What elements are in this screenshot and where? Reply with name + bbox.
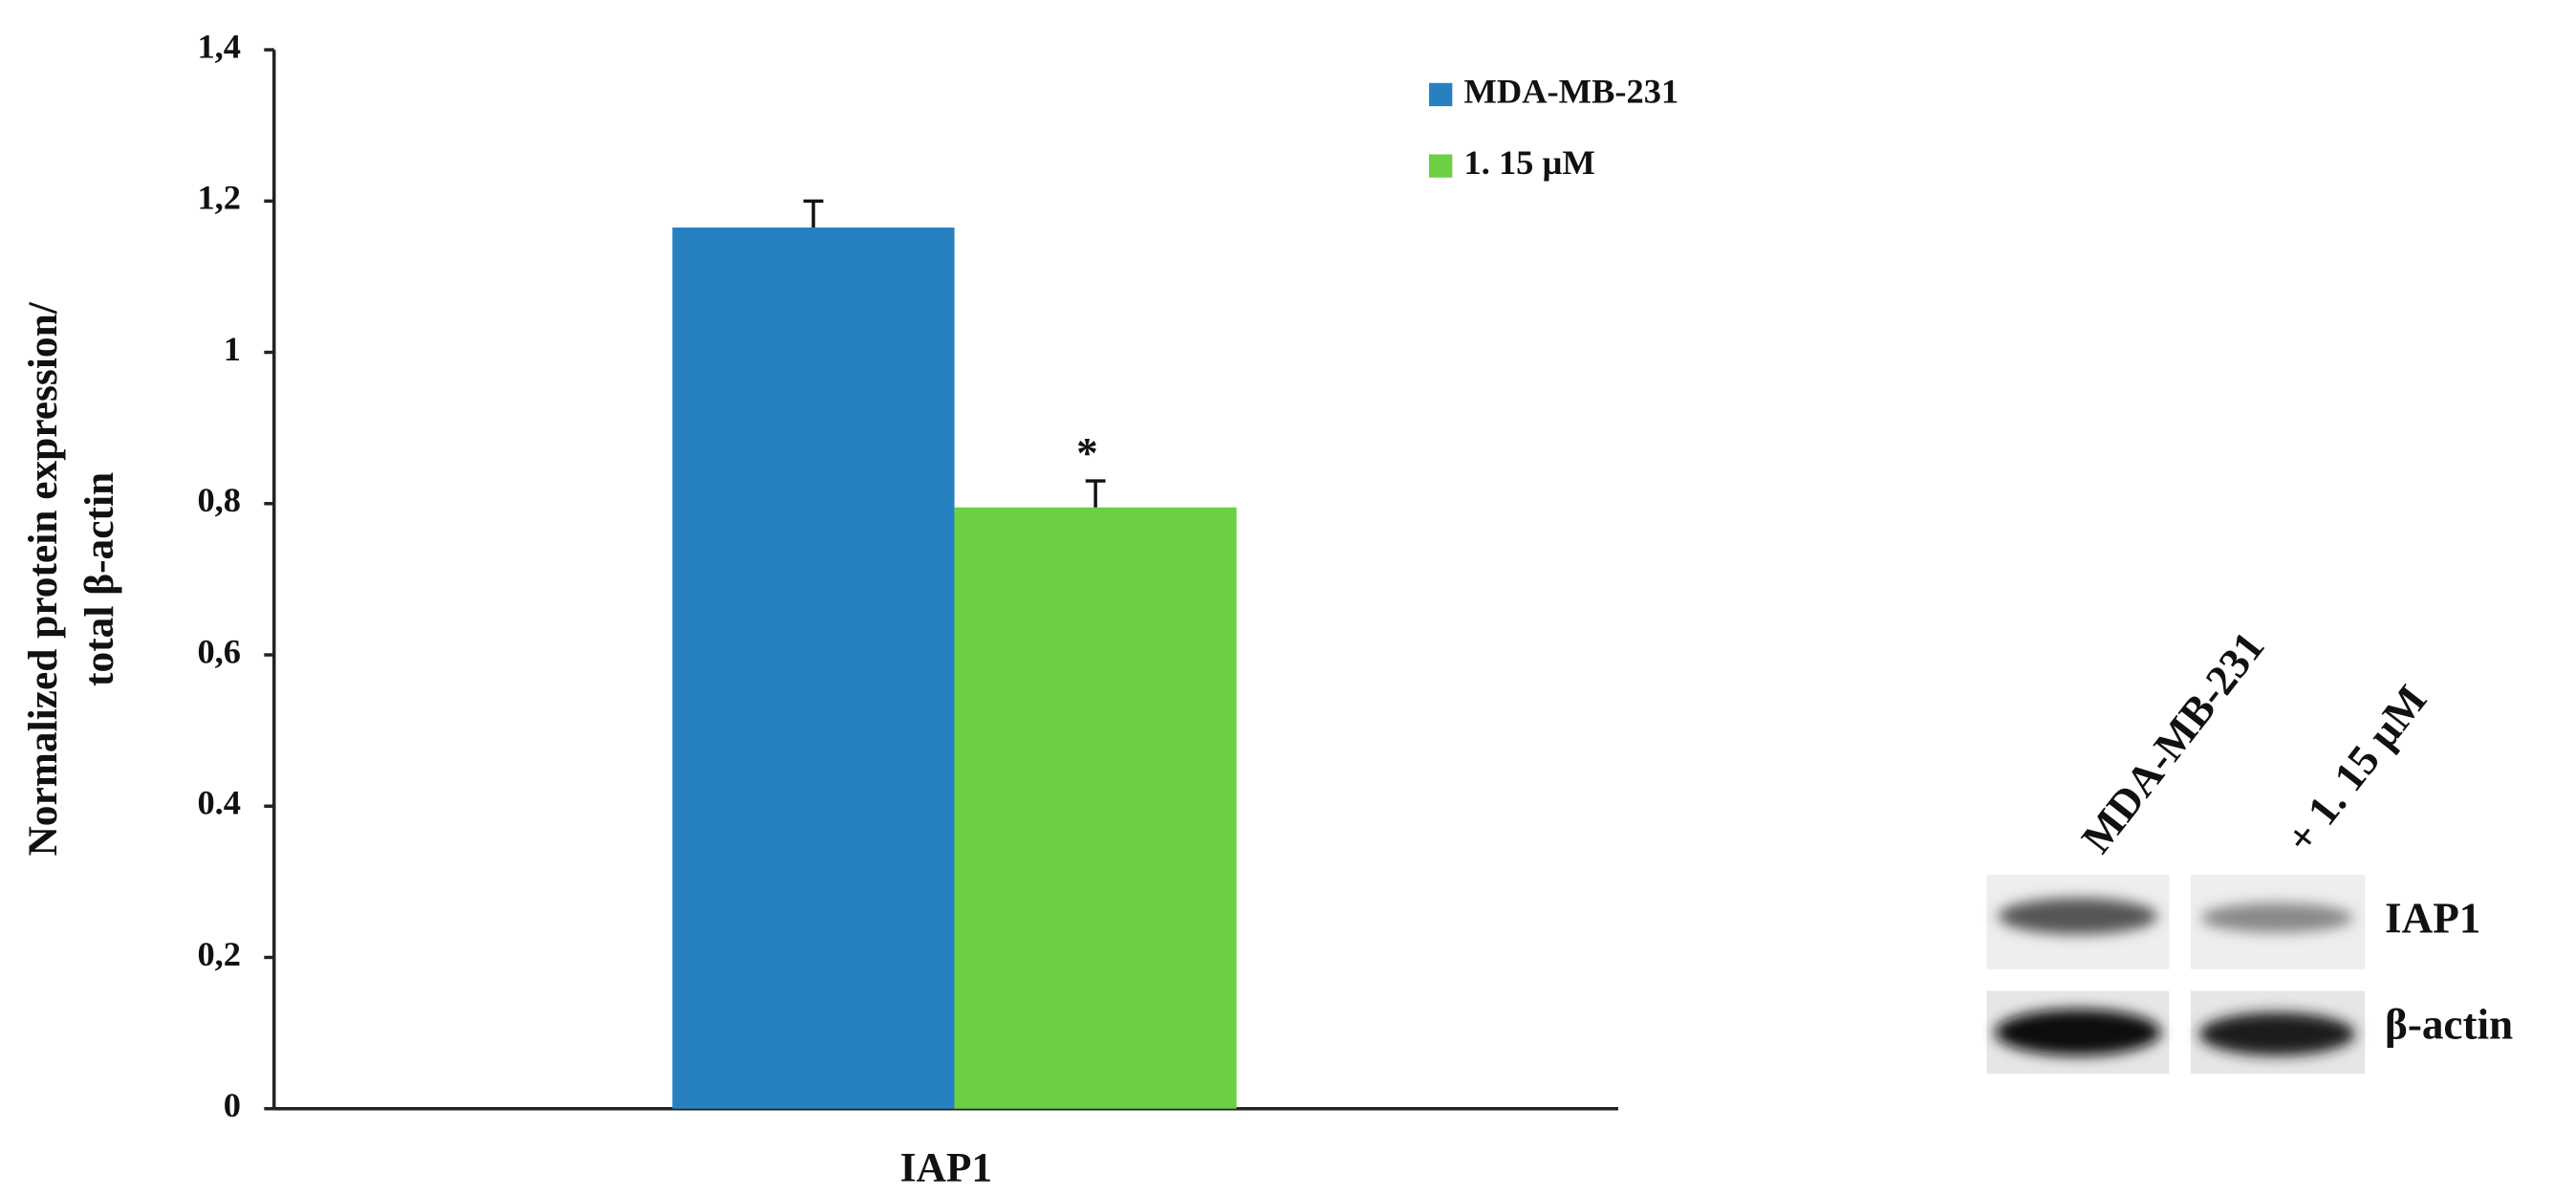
y-tick-label: 1,2 [197,179,241,217]
y-tick-label: 0,2 [197,935,241,973]
western-blot: MDA-MB-231 + 1. 15 µM IAP1 β-actin [1986,622,2513,1075]
y-tick-label: 0,8 [197,481,241,519]
bar [954,507,1237,1109]
blot-band [2200,902,2354,933]
error-bar [803,199,824,228]
blot-band [2198,1012,2355,1056]
legend-swatch [1429,82,1453,107]
legend-label: MDA-MB-231 [1464,72,1679,110]
band-label: IAP1 [2385,895,2480,943]
y-axis-label: total β-actin [76,472,122,686]
error-bar [1085,479,1106,508]
x-tick-label: IAP1 [900,1145,992,1191]
significance-mark: * [1076,429,1098,477]
blot-band [1995,1009,2161,1056]
band-label: β-actin [2385,1001,2513,1049]
blot-band [1998,898,2158,935]
y-tick-label: 0,6 [197,632,241,670]
y-tick-label: 0.4 [197,784,241,822]
legend-swatch [1429,154,1453,178]
y-axis-label: Normalized protein expression/ [20,301,66,856]
bar [672,228,955,1109]
lane-label: MDA-MB-231 [2072,622,2274,861]
y-tick-label: 1,4 [197,27,241,65]
y-tick-label: 0 [224,1086,241,1124]
legend-label: 1. 15 µM [1464,143,1595,182]
lane-label: + 1. 15 µM [2276,676,2435,861]
y-tick-label: 1 [224,330,241,368]
